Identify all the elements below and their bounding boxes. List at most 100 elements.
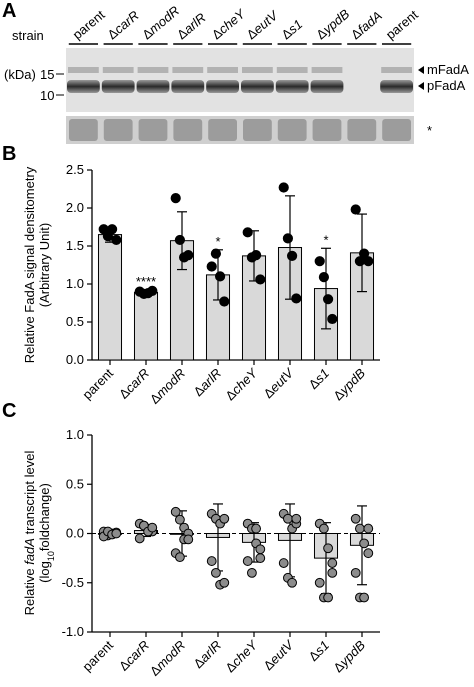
y-tick-label-0: -1.0 <box>62 624 84 639</box>
y-axis-title-gene: fadA <box>22 538 37 565</box>
x-label-6: Δs1 <box>306 638 332 664</box>
mfada-band-1 <box>102 67 134 73</box>
x-label-6: Δs1 <box>306 366 332 392</box>
y-tick-label-3: 0.5 <box>66 476 84 491</box>
y-tick-label-1: 0.5 <box>66 314 84 329</box>
mfada-band-4 <box>207 67 238 73</box>
point-7-2 <box>358 248 370 259</box>
point-7-6 <box>359 592 369 603</box>
x-label-3: ΔarlR <box>191 366 225 400</box>
x-label-4-text: cheY <box>229 637 261 669</box>
kda-label: (kDa) <box>4 67 36 82</box>
panel-b-label: B <box>2 143 17 165</box>
point-6-4 <box>314 577 325 588</box>
point-3-4 <box>206 556 217 566</box>
mfada-band-5 <box>242 67 273 73</box>
point-7-2 <box>359 538 369 549</box>
point-4-7 <box>255 544 266 555</box>
mfada-band-2 <box>137 67 169 73</box>
pfada-band-0 <box>67 80 100 93</box>
point-6-2 <box>323 543 333 554</box>
x-label-5: ΔeutV <box>260 637 297 674</box>
pfada-band-1 <box>101 80 135 93</box>
y-tick-label-5: 2.5 <box>66 162 84 177</box>
lane-label-1: ΔcarR <box>104 8 141 43</box>
loading-band-7 <box>312 119 342 141</box>
point-1-7 <box>147 522 158 533</box>
pfada-band-7 <box>310 80 344 93</box>
y-tick-label-4: 2.0 <box>66 200 84 215</box>
pfada-band-5 <box>241 80 274 93</box>
x-label-2: ΔmodR <box>147 638 188 679</box>
loading-band-0 <box>69 119 98 141</box>
point-4-5 <box>247 568 257 578</box>
point-2-7 <box>183 534 194 545</box>
mfada-arrow <box>418 66 424 74</box>
significance-6: * <box>323 232 328 247</box>
point-3-1 <box>210 248 222 259</box>
point-6-1 <box>319 523 329 534</box>
mfada-band-3 <box>172 67 204 73</box>
x-label-0-text: parent <box>79 365 116 402</box>
y-axis-title-line2: (log10foldchange) <box>37 483 56 583</box>
point-2-0 <box>170 506 181 517</box>
panel-a-label: A <box>2 0 17 22</box>
point-2-5 <box>175 552 185 563</box>
lane-label-7: ΔypdB <box>313 6 352 42</box>
x-label-2-text: modR <box>153 638 188 673</box>
point-2-1 <box>175 514 185 525</box>
point-3-2 <box>214 271 226 282</box>
point-7-4 <box>350 568 361 578</box>
loading-band-4 <box>208 119 237 141</box>
y-axis-title2-post: foldchange) <box>37 483 52 551</box>
x-label-4-text: cheY <box>229 365 261 397</box>
point-4-0 <box>242 227 253 238</box>
y-axis-title-line1: Relative fadA transcript level <box>22 451 37 616</box>
x-label-4: ΔcheY <box>222 365 261 404</box>
point-7-3 <box>363 256 374 267</box>
loading-band-8 <box>347 119 377 141</box>
point-6-0 <box>314 256 325 267</box>
pfada-band-3 <box>171 80 205 93</box>
pfada-label: pFadA <box>427 78 466 93</box>
pfada-band-2 <box>136 80 170 93</box>
x-label-0-text: parent <box>79 637 116 674</box>
x-label-4: ΔcheY <box>222 637 261 676</box>
x-label-7: ΔypdB <box>330 637 368 675</box>
loading-band-6 <box>277 119 307 141</box>
point-7-0 <box>350 513 361 524</box>
densitometry-chart: 0.00.51.01.52.02.5parent****ΔcarRΔmodR*Δ… <box>22 162 380 407</box>
lane-label-5-text: eutV <box>250 7 281 37</box>
strain-label: strain <box>12 28 44 43</box>
point-0-7 <box>111 528 122 539</box>
point-1-4 <box>134 533 145 544</box>
x-label-5: ΔeutV <box>260 365 297 402</box>
point-5-1 <box>283 513 293 524</box>
y-axis-title-line1: Relative FadA signal densitometry <box>22 166 37 363</box>
bar-0 <box>97 234 123 361</box>
point-5-7 <box>291 513 302 524</box>
pfada-band-9 <box>380 80 413 93</box>
point-7-3 <box>363 548 374 559</box>
x-label-2-text: modR <box>153 366 188 401</box>
lane-label-2: ΔmodR <box>139 3 182 42</box>
y-axis-title2-pre: (log <box>37 561 52 583</box>
point-2-3 <box>183 250 194 261</box>
point-7-7 <box>363 523 374 534</box>
pfada-band-4 <box>206 80 239 93</box>
point-3-0 <box>206 261 217 272</box>
y-axis-title2-sub: 10 <box>46 551 56 561</box>
loading-band-2 <box>138 119 168 141</box>
x-label-3: ΔarlR <box>191 638 225 672</box>
loading-band-5 <box>243 119 272 141</box>
significance-1: **** <box>136 274 156 289</box>
panel-c-label: C <box>2 400 17 422</box>
point-5-3 <box>291 293 302 304</box>
point-6-3 <box>327 313 338 325</box>
point-4-3 <box>255 274 266 285</box>
mfada-band-6 <box>276 67 308 73</box>
y-tick-label-0: 0.0 <box>66 352 84 367</box>
